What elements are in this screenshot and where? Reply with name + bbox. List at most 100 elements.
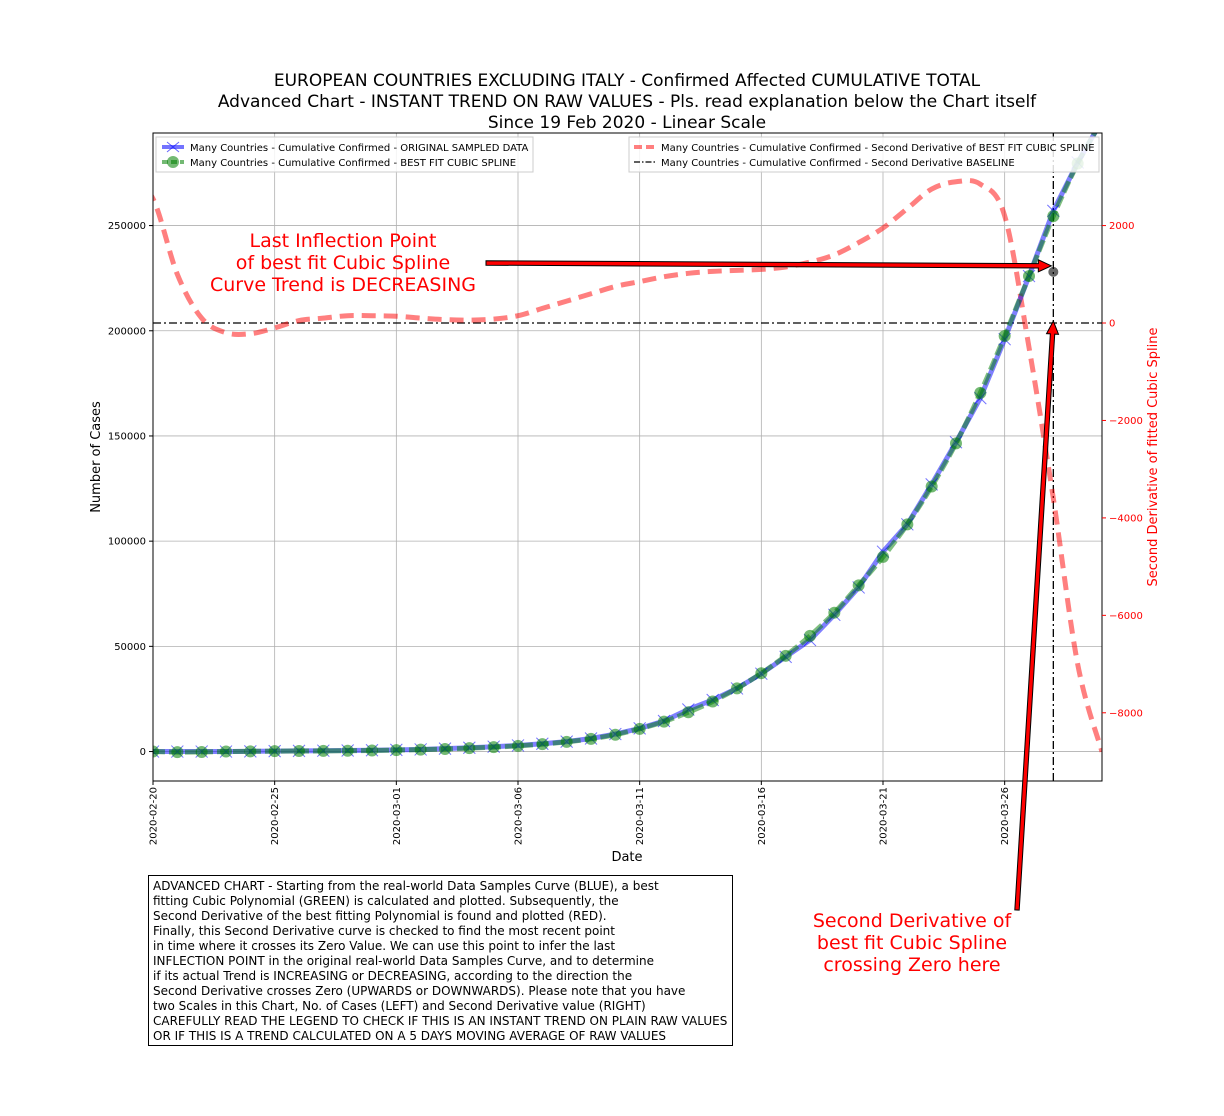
legend-label-second-derivative: Many Countries - Cumulative Confirmed - … (661, 143, 1095, 154)
plot-area-frame (152, 132, 1103, 782)
legend-left: Many Countries - Cumulative Confirmed - … (155, 136, 534, 173)
inflection-point-marker (1048, 266, 1059, 277)
annotation-arrows (485, 259, 1053, 273)
explanation-line: ADVANCED CHART - Starting from the real-… (153, 879, 659, 893)
x-axis-ticks: 2020-02-20 2020-02-25 2020-03-01 2020-03-06… (149, 781, 1011, 845)
best-fit-point (974, 386, 987, 399)
explanation-line: two Scales in this Chart, No. of Cases (… (153, 999, 646, 1013)
explanation-line: if its actual Trend is INCREASING or DEC… (153, 969, 633, 983)
best-fit-point (658, 715, 670, 728)
best-fit-point (317, 744, 330, 757)
annotation-1-line-2: of best fit Cubic Spline (236, 252, 451, 274)
best-fit-point (560, 735, 573, 748)
y2-axis-label: Second Derivative of fitted Cubic Spline (1146, 328, 1161, 587)
x-tick-label: 2020-03-11 (635, 787, 646, 845)
explanation-line: fitting Cubic Polynomial (GREEN) is calc… (153, 894, 619, 908)
y2-tick-label: −8000 (1109, 708, 1143, 719)
best-fit-point (244, 745, 257, 758)
best-fit-point (463, 742, 476, 755)
inflection-annotation: Last Inflection Point of best fit Cubic … (210, 230, 476, 296)
legend-label-original: Many Countries - Cumulative Confirmed - … (190, 143, 528, 154)
chart-title: EUROPEAN COUNTRIES EXCLUDING ITALY - Con… (218, 71, 1037, 133)
original-data-point (1096, 114, 1108, 126)
annotation-1-line-1: Last Inflection Point (250, 230, 437, 252)
best-fit-point (585, 732, 597, 745)
y-tick-label: 250000 (108, 221, 146, 232)
best-fit-point (220, 745, 232, 758)
arrow-shape (485, 259, 1053, 273)
y2-tick-label: 0 (1109, 319, 1115, 330)
y2-tick-label: −6000 (1109, 611, 1143, 622)
annotation-2-line-1-overlay: Second Derivative of (813, 910, 1013, 932)
explanation-box: ADVANCED CHART - Starting from the real-… (148, 875, 733, 1046)
best-fit-point (609, 728, 622, 741)
best-fit-point (877, 550, 889, 563)
y-tick-label: 100000 (108, 537, 146, 548)
y2-tick-label: −4000 (1109, 513, 1143, 524)
legend-right: Many Countries - Cumulative Confirmed - … (628, 136, 1100, 173)
x-tick-label: 2020-02-25 (270, 787, 281, 845)
y2-tick-label: 2000 (1109, 221, 1134, 232)
best-fit-point (925, 480, 938, 493)
x-tick-label: 2020-03-01 (392, 787, 403, 845)
legend-label-best-fit: Many Countries - Cumulative Confirmed - … (190, 158, 516, 169)
best-fit-point (998, 330, 1011, 343)
y-tick-label: 50000 (114, 642, 146, 653)
y-tick-label: 0 (140, 747, 146, 758)
explanation-line: INFLECTION POINT in the original real-wo… (153, 954, 654, 968)
chart-title-line-2: Advanced Chart - INSTANT TREND ON RAW VA… (218, 92, 1037, 112)
explanation-line: CAREFULLY READ THE LEGEND TO CHECK IF TH… (153, 1014, 728, 1028)
best-fit-point (755, 667, 768, 680)
best-fit-point (1096, 114, 1108, 126)
best-fit-point (682, 706, 695, 719)
best-fit-point (1023, 270, 1035, 283)
annotation-2-line-2: best fit Cubic Spline (817, 932, 1007, 954)
best-fit-point (950, 437, 962, 450)
best-fit-point (633, 722, 646, 735)
best-fit-point (828, 606, 841, 619)
y-axis-ticks: 0 50000 100000 150000 200000 250000 (108, 221, 153, 758)
best-fit-point (706, 695, 719, 708)
best-fit-point (487, 741, 500, 754)
y-tick-label: 150000 (108, 431, 146, 442)
y-axis-label: Number of Cases (89, 401, 104, 513)
best-fit-point (439, 743, 451, 756)
explanation-line: OR IF THIS IS A TREND CALCULATED ON A 5 … (153, 1029, 667, 1043)
explanation-line: Second Derivative of the best fitting Po… (153, 909, 607, 923)
best-fit-point (731, 682, 743, 695)
best-fit-point (195, 745, 208, 758)
best-fit-point (293, 745, 305, 758)
best-fit-point (414, 743, 427, 756)
chart-title-line-3: Since 19 Feb 2020 - Linear Scale (488, 113, 766, 133)
best-fit-point (779, 649, 792, 662)
explanation-line: Second Derivative crosses Zero (UPWARDS … (153, 984, 686, 998)
annotation-2-line-3: crossing Zero here (823, 954, 1000, 976)
series-second-derivative (153, 178, 1102, 753)
best-fit-point (512, 739, 524, 752)
y-tick-label: 200000 (108, 326, 146, 337)
best-fit-point (1047, 210, 1060, 223)
inflection-arrow (485, 259, 1053, 273)
x-tick-label: 2020-03-21 (879, 787, 890, 845)
best-fit-point (153, 745, 159, 758)
explanation-line: Finally, this Second Derivative curve is… (153, 924, 615, 938)
x-tick-label: 2020-03-06 (514, 787, 525, 845)
x-tick-label: 2020-02-20 (149, 787, 160, 845)
best-fit-point (901, 518, 914, 531)
series-markers (153, 114, 1108, 759)
chart-figure: EUROPEAN COUNTRIES EXCLUDING ITALY - Con… (89, 71, 1161, 865)
best-fit-point (804, 629, 816, 642)
x-tick-label: 2020-03-26 (1000, 787, 1011, 845)
x-tick-label: 2020-03-16 (757, 787, 768, 845)
y2-tick-label: −2000 (1109, 416, 1143, 427)
chart-title-line-1: EUROPEAN COUNTRIES EXCLUDING ITALY - Con… (274, 71, 981, 91)
x-axis-label: Date (611, 850, 642, 865)
best-fit-point (536, 738, 549, 751)
best-fit-point (341, 744, 354, 757)
best-fit-point (390, 744, 403, 757)
annotation-1-line-3: Curve Trend is DECREASING (210, 274, 476, 296)
best-fit-point (171, 746, 184, 759)
legend-label-baseline: Many Countries - Cumulative Confirmed - … (661, 158, 1015, 169)
explanation-line: in time where it crosses its Zero Value.… (153, 939, 616, 953)
y2-axis-ticks: 2000 0 −2000 −4000 −6000 −8000 (1102, 221, 1143, 719)
